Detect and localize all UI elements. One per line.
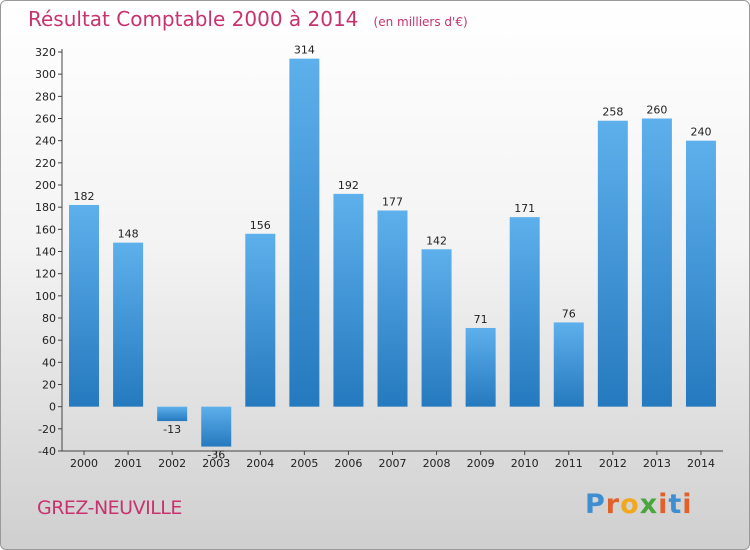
- y-tick-label: 220: [35, 157, 56, 170]
- y-tick-label: 240: [35, 135, 56, 148]
- y-tick-label: 140: [35, 246, 56, 259]
- bar-2008: [421, 249, 452, 407]
- bar-2012: [597, 120, 628, 407]
- logo-letter: o: [620, 489, 640, 520]
- bar-2014: [685, 140, 716, 407]
- data-label-2003: -36: [207, 449, 225, 462]
- bar-2001: [113, 242, 144, 407]
- data-label-2014: 240: [690, 126, 711, 139]
- bar-2000: [69, 204, 100, 407]
- x-tick-label: 2005: [290, 457, 318, 470]
- logo-letter: P: [585, 489, 606, 520]
- data-label-2006: 192: [338, 179, 359, 192]
- bar-2004: [245, 233, 276, 407]
- bar-2003: [201, 406, 232, 447]
- data-label-2010: 171: [514, 202, 535, 215]
- chart-title: Résultat Comptable 2000 à 2014 (en milli…: [28, 7, 468, 31]
- y-tick-label: 40: [42, 356, 56, 369]
- logo-letter: i: [658, 489, 669, 520]
- x-tick-label: 2001: [114, 457, 142, 470]
- x-tick-label: 2003: [202, 457, 230, 470]
- logo-letter: x: [639, 489, 659, 520]
- x-tick-label: 2011: [555, 457, 583, 470]
- data-label-2007: 177: [382, 195, 403, 208]
- x-tick-label: 2012: [599, 457, 627, 470]
- x-tick-label: 2004: [246, 457, 274, 470]
- data-label-2011: 76: [562, 307, 576, 320]
- bar-2010: [509, 217, 540, 407]
- y-tick-label: -40: [38, 445, 56, 458]
- bar-2013: [641, 118, 672, 407]
- chart-title-unit: (en milliers d'€): [373, 15, 468, 29]
- bar-2009: [465, 327, 496, 407]
- y-tick-label: -20: [38, 423, 56, 436]
- logo-letter: r: [605, 489, 621, 520]
- y-tick-label: 100: [35, 290, 56, 303]
- y-tick-label: 0: [49, 401, 56, 414]
- data-label-2000: 182: [74, 190, 95, 203]
- x-tick-label: 2006: [334, 457, 362, 470]
- y-tick-label: 320: [35, 46, 56, 59]
- y-tick-label: 120: [35, 268, 56, 281]
- x-tick-label: 2010: [511, 457, 539, 470]
- data-label-2002: -13: [163, 423, 181, 436]
- logo-letter: t: [668, 489, 683, 520]
- y-tick-label: 80: [42, 312, 56, 325]
- commune-name: GREZ-NEUVILLE: [37, 497, 182, 519]
- y-tick-label: 280: [35, 90, 56, 103]
- data-label-2013: 260: [646, 104, 667, 117]
- bar-2007: [377, 210, 408, 407]
- data-label-2004: 156: [250, 219, 271, 232]
- bar-2006: [333, 193, 364, 407]
- data-label-2008: 142: [426, 234, 447, 247]
- x-tick-label: 2013: [643, 457, 671, 470]
- bar-2002: [157, 406, 188, 422]
- data-label-2009: 71: [474, 313, 488, 326]
- bar-2005: [289, 58, 320, 407]
- bar-2011: [553, 322, 584, 407]
- chart-title-main: Résultat Comptable 2000 à 2014: [28, 7, 359, 31]
- y-tick-label: 160: [35, 223, 56, 236]
- y-tick-label: 200: [35, 179, 56, 192]
- x-tick-label: 2008: [423, 457, 451, 470]
- logo-letter: i: [682, 489, 693, 520]
- proxiti-logo[interactable]: Proxiti: [585, 489, 693, 520]
- y-tick-label: 180: [35, 201, 56, 214]
- data-label-2012: 258: [602, 106, 623, 119]
- y-tick-label: 20: [42, 379, 56, 392]
- x-tick-label: 2014: [687, 457, 715, 470]
- data-label-2001: 148: [118, 228, 139, 241]
- x-tick-label: 2009: [467, 457, 495, 470]
- x-tick-label: 2002: [158, 457, 186, 470]
- data-label-2005: 314: [294, 44, 315, 57]
- y-tick-label: 260: [35, 113, 56, 126]
- x-tick-label: 2000: [70, 457, 98, 470]
- x-tick-label: 2007: [379, 457, 407, 470]
- y-tick-label: 60: [42, 334, 56, 347]
- y-tick-label: 300: [35, 68, 56, 81]
